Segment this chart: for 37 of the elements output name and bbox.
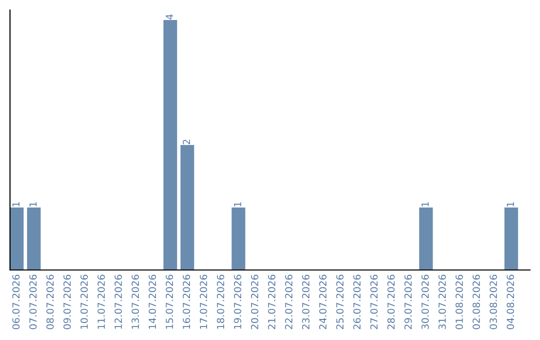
x-tick-label: 10.07.2026: [80, 274, 88, 329]
x-tick-label: 23.07.2026: [302, 274, 310, 330]
x-tick-label: 20.07.2026: [250, 274, 258, 330]
x-tick-label: 27.07.2026: [370, 274, 378, 330]
x-tick-label: 29.07.2026: [404, 274, 412, 330]
x-tick-label: 14.07.2026: [148, 274, 156, 329]
x-tick-label: 07.07.2026: [29, 274, 37, 330]
x-tick-label: 17.07.2026: [200, 274, 208, 329]
x-tick-label: 30.07.2026: [421, 274, 429, 330]
x-tick-label: 04.08.2026: [506, 274, 514, 330]
x-tick-label: 08.07.2026: [46, 274, 54, 330]
data-label: 1: [422, 202, 429, 206]
x-tick-label: 28.07.2026: [387, 274, 395, 330]
x-tick-label: 21.07.2026: [268, 274, 276, 330]
data-label: 1: [506, 202, 514, 206]
data-label: 1: [12, 202, 20, 206]
x-tick-label: 09.07.2026: [63, 274, 71, 330]
x-tick-label: 22.07.2026: [285, 274, 292, 330]
x-tick-label: 03.08.2026: [490, 274, 498, 330]
data-label: 1: [234, 202, 242, 206]
x-tick-label: 16.07.2026: [182, 274, 190, 329]
x-tick-label: 13.07.2026: [132, 274, 139, 329]
data-label: 2: [182, 140, 190, 144]
x-tick-label: 25.07.2026: [336, 274, 344, 330]
data-label: 1: [29, 202, 37, 206]
x-tick-label: 12.07.2026: [114, 274, 122, 329]
x-tick-label: 19.07.2026: [234, 274, 242, 329]
x-tick-label: 24.07.2026: [319, 274, 327, 330]
x-tick-label: 26.07.2026: [353, 274, 361, 330]
x-tick-label: 01.08.2026: [456, 274, 463, 330]
x-tick-label: 15.07.2026: [166, 274, 174, 329]
x-tick-label: 18.07.2026: [216, 274, 224, 329]
data-label: 4: [166, 14, 173, 20]
x-tick-label: 11.07.2026: [98, 274, 105, 329]
x-tick-label: 02.08.2026: [472, 274, 480, 330]
x-tick-label: 06.07.2026: [12, 274, 20, 330]
x-tick-label: 31.07.2026: [438, 274, 446, 330]
